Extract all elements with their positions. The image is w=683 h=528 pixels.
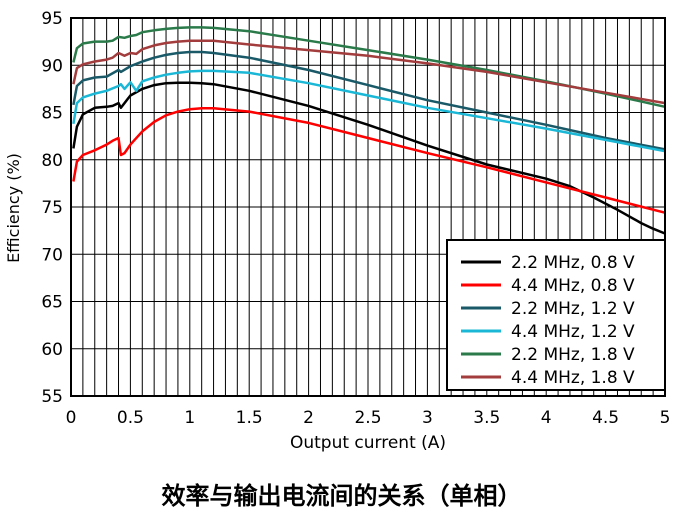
x-tick-label: 2 — [303, 408, 314, 428]
y-tick-label: 55 — [41, 387, 63, 407]
x-tick-label: 3.5 — [473, 408, 500, 428]
y-axis-label: Efficiency (%) — [4, 153, 23, 263]
y-tick-label: 65 — [41, 293, 63, 313]
series-line-6 — [72, 39, 666, 105]
x-tick-label: 1.5 — [236, 408, 263, 428]
series-line-3 — [72, 50, 666, 151]
legend-entry: 4.4 MHz, 1.8 V — [511, 368, 635, 388]
x-tick-label: 4 — [541, 408, 552, 428]
series-line-5 — [72, 26, 666, 109]
legend-box — [446, 239, 666, 391]
y-tick-label: 75 — [41, 198, 63, 218]
y-tick-label: 95 — [41, 9, 63, 29]
y-tick-label: 90 — [41, 56, 63, 76]
x-axis-label: Output current (A) — [290, 433, 446, 453]
y-tick-label: 70 — [41, 245, 63, 265]
x-tick-label: 3 — [422, 408, 433, 428]
series-lines — [72, 26, 666, 235]
x-tick-label: 0 — [66, 408, 77, 428]
chart-title: 效率与输出电流间的关系（单相） — [161, 482, 522, 510]
legend-entry: 2.2 MHz, 1.2 V — [511, 299, 635, 319]
legend-entry: 4.4 MHz, 0.8 V — [511, 276, 635, 296]
series-line-2 — [72, 106, 666, 214]
y-tick-label: 85 — [41, 104, 63, 124]
x-tick-label: 0.5 — [117, 408, 144, 428]
x-tick-label: 5 — [660, 408, 671, 428]
series-line-4 — [72, 69, 666, 153]
y-tick-label: 80 — [41, 151, 63, 171]
legend-entry: 2.2 MHz, 0.8 V — [511, 253, 635, 273]
x-tick-label: 4.5 — [592, 408, 619, 428]
legend-entry: 4.4 MHz, 1.2 V — [511, 322, 635, 342]
series-line-1 — [72, 81, 666, 235]
efficiency-chart: 0 0.5 1 1.5 2 2.5 3 3.5 4 4.5 5556065707580859095 … — [4, 9, 670, 453]
legend: 2.2 MHz, 0.8 V 4.4 MHz, 0.8 V 2.2 MHz, 1.2… — [446, 239, 666, 391]
x-tick-label: 1 — [184, 408, 195, 428]
x-tick-label: 2.5 — [354, 408, 381, 428]
plot-frame — [70, 17, 666, 397]
legend-entry: 2.2 MHz, 1.8 V — [511, 345, 635, 365]
y-tick-label: 60 — [41, 340, 63, 360]
